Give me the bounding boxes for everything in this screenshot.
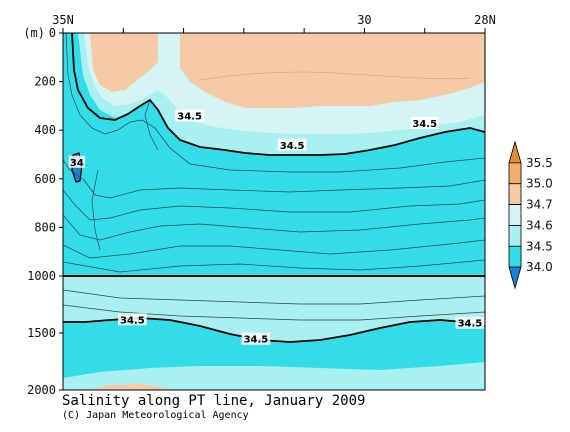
- y-tick-label: 0: [49, 26, 56, 40]
- colorbar-swatch: [508, 266, 522, 290]
- contour-line: [63, 159, 485, 199]
- contour-label-bg: [175, 109, 204, 122]
- colorbar-swatch: [508, 183, 522, 205]
- contour-label: 34: [70, 158, 84, 169]
- fill-34.7-bottom: [90, 384, 170, 390]
- chart-title: Salinity along PT line, January 2009: [62, 393, 366, 409]
- contour-line: [63, 304, 485, 321]
- contour-line: [63, 214, 485, 241]
- y-unit-label: (m): [23, 26, 45, 40]
- y-tick-label: 600: [34, 172, 56, 186]
- fill-34.5-34.6-bottom: [63, 362, 485, 390]
- colorbar-label: 34.7: [526, 198, 553, 212]
- y-axis: 0 200 400 600 800 1000 1500 2000 (m): [23, 26, 63, 397]
- contour-line: [63, 289, 485, 305]
- colorbar-label: 34.6: [526, 218, 553, 232]
- colorbar-swatch: [508, 162, 522, 185]
- colorbar-swatch: [508, 225, 522, 247]
- contour-label-bg: [117, 313, 147, 326]
- contour-label-bg: [455, 316, 485, 329]
- contour-label: 34.5: [280, 141, 305, 152]
- fill-34.7-upper-right: [180, 33, 485, 108]
- contour-line: [91, 169, 101, 251]
- contour-line: [65, 33, 485, 173]
- y-tick-label: 400: [34, 123, 56, 137]
- y-tick-label: 1000: [27, 269, 56, 283]
- fill-34.5-34.6-lower: [63, 276, 485, 342]
- contour-label-bg: [410, 116, 440, 129]
- contour-label: 34.5: [244, 335, 269, 346]
- y-tick-label: 800: [34, 220, 56, 234]
- colorbar-label: 35.5: [526, 156, 553, 170]
- contour-label: 34.5: [120, 315, 145, 326]
- contour-line: [144, 99, 159, 151]
- contour-label: 34.5: [458, 319, 483, 330]
- contour-line: [63, 259, 485, 273]
- contour-label-bg: [277, 138, 307, 151]
- fill-35.0-shading-guide: [199, 71, 471, 81]
- contour-label: 34.5: [177, 112, 202, 123]
- colorbar: 35.5 35.0 34.7 34.6 34.5 34.0: [508, 140, 553, 290]
- fill-34.7-upper: [90, 33, 158, 92]
- colorbar-swatch: [508, 140, 522, 164]
- contour-34.0-eddy: [71, 152, 83, 183]
- contour-34.5-upper: [71, 33, 485, 156]
- contour-line: [63, 239, 485, 259]
- y-tick-label: 1500: [27, 326, 56, 340]
- caption: Salinity along PT line, January 2009 (C)…: [62, 393, 365, 423]
- contour-label: 34.5: [412, 119, 437, 130]
- plot-frame: [62, 32, 486, 391]
- colorbar-label: 34.0: [526, 260, 553, 274]
- thin-contours: [63, 33, 485, 321]
- x-tick-label: 35N: [52, 13, 74, 27]
- colorbar-swatch: [508, 204, 522, 226]
- fill-34.7-peak: [206, 50, 214, 68]
- x-tick-label: 30: [357, 13, 371, 27]
- contour-label-bg: [68, 155, 86, 168]
- colorbar-swatch: [508, 245, 522, 268]
- plot-fills: [63, 33, 485, 390]
- contour-label-bg: [241, 332, 271, 345]
- credit-line: (C) Japan Meteorological Agency: [62, 410, 249, 421]
- y-tick-label: 200: [34, 75, 56, 89]
- contour-line: [63, 189, 485, 221]
- x-tick-label: 28N: [474, 13, 496, 27]
- x-axis: 35N 30 28N: [52, 13, 496, 33]
- colorbar-label: 35.0: [526, 177, 553, 191]
- y-tick-label: 2000: [27, 383, 56, 397]
- contour-labels: 34.5 34.5 34.5 34 34.5 34.5 34.5: [68, 109, 485, 346]
- colorbar-label: 34.5: [526, 239, 553, 253]
